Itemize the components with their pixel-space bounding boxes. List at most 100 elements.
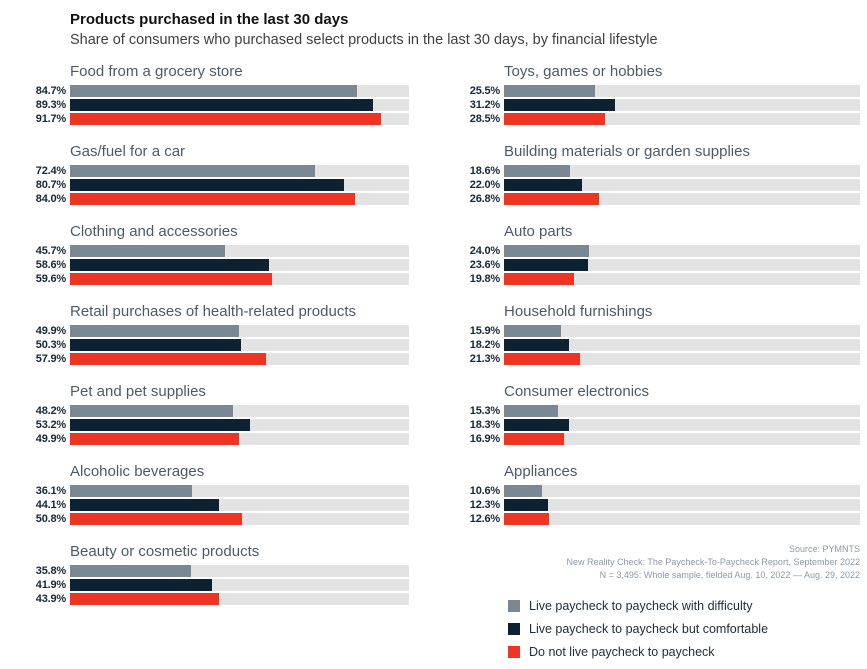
bar-value-label: 41.9% [35,579,66,591]
bar-value-label: 58.6% [35,259,66,271]
bar-group: Alcoholic beverages 36.1% 44.1% 50.8% [22,463,409,525]
bar-value-label: 91.7% [35,113,66,125]
bar-track [504,179,860,191]
bar-value-label: 57.9% [35,353,66,365]
bar-track [504,259,860,271]
bar-group-title: Household furnishings [504,303,653,320]
bar-value-label: 18.2% [469,339,500,351]
bar [70,485,193,497]
bar-row: 49.9% [22,433,409,445]
bar-row: 28.5% [456,113,860,125]
bar-group-title: Clothing and accessories [70,223,238,240]
bar-track [504,499,860,511]
bar-row: 15.9% [456,325,860,337]
bar [70,419,251,431]
bar-track [504,273,860,285]
bar-value-label: 35.8% [35,565,66,577]
bar [504,165,571,177]
bar-group: Retail purchases of health-related produ… [22,303,409,365]
bar [504,513,549,525]
bar-value-label: 72.4% [35,165,66,177]
bar-row: 84.0% [22,193,409,205]
bar-track [70,193,409,205]
bar-row: 41.9% [22,579,409,591]
bar-track [504,513,860,525]
legend-swatch-not-paycheck [508,646,520,658]
bar-value-label: 89.3% [35,99,66,111]
bar-track [504,405,860,417]
bar [70,433,240,445]
bar [70,353,267,365]
bar-track [70,339,409,351]
bar [70,245,225,257]
bar-row: 36.1% [22,485,409,497]
bar [504,245,590,257]
legend-swatch-difficulty [508,600,520,612]
bar-group: Beauty or cosmetic products 35.8% 41.9% 43.… [22,543,409,605]
bar-value-label: 49.9% [35,325,66,337]
bar [504,273,575,285]
bar-group: Auto parts 24.0% 23.6% 19.8% [456,223,860,285]
bar-track [70,85,409,97]
bar-value-label: 15.3% [469,405,500,417]
legend-label: Live paycheck to paycheck but comfortabl… [529,622,769,636]
bar-value-label: 43.9% [35,593,66,605]
bar [504,99,616,111]
bar-group-title: Gas/fuel for a car [70,143,186,160]
bar-row: 31.2% [456,99,860,111]
bar [70,405,234,417]
chart-columns: Food from a grocery store 84.7% 89.3% 91.7%… [22,63,867,667]
chart-column-left: Food from a grocery store 84.7% 89.3% 91.7%… [22,63,409,667]
bar-row: 80.7% [22,179,409,191]
bar-track [70,419,409,431]
bar-track [504,99,860,111]
bar-value-label: 45.7% [35,245,66,257]
bar-value-label: 80.7% [35,179,66,191]
source-line: N = 3,495: Whole sample, fielded Aug. 10… [599,570,860,580]
bar [504,259,589,271]
bar-track [504,85,860,97]
left-column-groups: Food from a grocery store 84.7% 89.3% 91.7%… [22,63,409,605]
bar-track [70,433,409,445]
bar [70,579,213,591]
bar-track [70,405,409,417]
page-title: Products purchased in the last 30 days [70,11,349,28]
bar-value-label: 53.2% [35,419,66,431]
bar-value-label: 44.1% [35,499,66,511]
page-subtitle: Share of consumers who purchased select … [70,32,658,48]
bar-row: 58.6% [22,259,409,271]
bar-track [504,193,860,205]
bar-value-label: 84.0% [35,193,66,205]
bar-group: Consumer electronics 15.3% 18.3% 16.9% [456,383,860,445]
bar-group-title: Food from a grocery store [70,63,243,80]
bar [70,193,355,205]
bar-row: 48.2% [22,405,409,417]
source-note: Source: PYMNTS New Reality Check: The Pa… [456,543,860,582]
bar [504,339,569,351]
bar-track [70,165,409,177]
bar-row: 21.3% [456,353,860,365]
bar-track [504,353,860,365]
bar-row: 24.0% [456,245,860,257]
bar [504,325,561,337]
bar-value-label: 31.2% [469,99,500,111]
bar [504,419,570,431]
bar-value-label: 36.1% [35,485,66,497]
bar-value-label: 15.9% [469,325,500,337]
bar [70,99,373,111]
bar-track [70,273,409,285]
chart-column-right: Toys, games or hobbies 25.5% 31.2% 28.5% Bui… [456,63,860,667]
bar-value-label: 18.6% [469,165,500,177]
right-column-groups: Toys, games or hobbies 25.5% 31.2% 28.5% Bui… [456,63,860,525]
bar-track [70,513,409,525]
bar-value-label: 24.0% [469,245,500,257]
bar-row: 25.5% [456,85,860,97]
bar-row: 89.3% [22,99,409,111]
bar-track [70,579,409,591]
bar-track [70,485,409,497]
bar-row: 12.3% [456,499,860,511]
bar [504,405,559,417]
bar-value-label: 10.6% [469,485,500,497]
bar-track [504,113,860,125]
bar-row: 16.9% [456,433,860,445]
